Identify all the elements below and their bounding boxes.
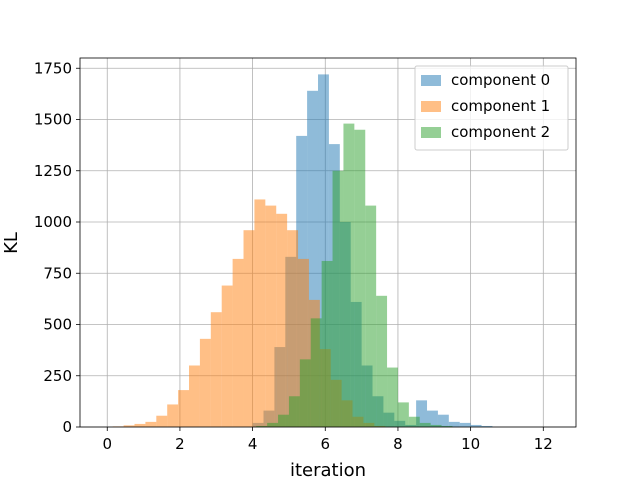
- bar: [232, 258, 244, 427]
- y-tick-label: 1000: [34, 213, 72, 231]
- legend-label: component 2: [451, 123, 550, 141]
- legend-swatch: [421, 127, 441, 138]
- legend-item: component 0: [421, 71, 550, 89]
- y-tick-label: 1250: [34, 162, 72, 180]
- legend: component 0 component 1 component 2: [414, 65, 569, 151]
- bar: [145, 421, 157, 427]
- bar: [416, 400, 428, 427]
- bar: [243, 230, 255, 427]
- bar: [441, 425, 453, 427]
- x-tick-label: 12: [534, 435, 553, 453]
- x-tick-label: 8: [393, 435, 403, 453]
- bar: [481, 425, 493, 427]
- y-tick-label: 0: [62, 418, 72, 436]
- legend-item: component 2: [421, 123, 550, 141]
- bar: [427, 410, 438, 427]
- bar: [307, 90, 319, 428]
- x-tick-label: 6: [321, 435, 331, 453]
- bar: [221, 285, 233, 427]
- histogram-bars: [112, 74, 493, 428]
- bar: [318, 74, 329, 428]
- y-axis-label: KL: [1, 232, 22, 254]
- bar: [430, 424, 442, 427]
- legend-swatch: [421, 75, 441, 86]
- bar: [470, 424, 482, 427]
- bar: [278, 414, 289, 427]
- bar: [156, 415, 168, 427]
- bar: [178, 390, 190, 427]
- bar: [210, 312, 222, 427]
- bar: [397, 402, 409, 427]
- bar: [332, 170, 344, 427]
- legend-label: component 1: [451, 97, 550, 115]
- bar: [321, 260, 333, 427]
- x-axis-ticks: 0 2 4 6 8 10 12: [102, 427, 553, 453]
- bar: [287, 230, 299, 427]
- bar: [256, 425, 268, 427]
- bar: [167, 404, 179, 427]
- bar: [254, 199, 266, 427]
- legend-box: [414, 65, 569, 151]
- bar: [459, 422, 471, 427]
- bar: [299, 359, 311, 427]
- bar: [199, 338, 211, 427]
- series-1-bars: [112, 199, 386, 427]
- x-axis-label: iteration: [290, 460, 366, 480]
- bar: [298, 258, 309, 427]
- x-tick-label: 2: [175, 435, 185, 453]
- x-tick-label: 10: [461, 435, 480, 453]
- y-tick-label: 1750: [34, 59, 72, 77]
- bar: [267, 422, 279, 427]
- bar: [448, 421, 460, 427]
- legend-label: component 0: [451, 71, 550, 89]
- bar: [265, 205, 277, 427]
- bar: [408, 416, 420, 427]
- x-tick-label: 4: [248, 435, 258, 453]
- bar: [437, 414, 449, 427]
- plot-frame: [79, 57, 577, 428]
- bar: [354, 129, 366, 427]
- bar: [276, 213, 288, 427]
- bar: [310, 318, 322, 427]
- y-tick-label: 1500: [34, 111, 72, 129]
- bar: [123, 425, 135, 427]
- bar: [343, 123, 355, 427]
- legend-swatch: [421, 101, 441, 112]
- x-tick-label: 0: [102, 435, 112, 453]
- y-tick-label: 250: [43, 367, 72, 385]
- series-2-bars: [256, 123, 453, 427]
- y-tick-label: 500: [43, 316, 72, 334]
- bar: [189, 365, 200, 427]
- y-tick-label: 750: [43, 264, 72, 282]
- bar: [376, 295, 388, 427]
- bar: [419, 422, 431, 427]
- legend-item: component 1: [421, 97, 550, 115]
- bar: [134, 423, 146, 427]
- bar: [365, 205, 377, 427]
- y-axis-ticks: 0 250 500 750 1000 1250 1500 1750: [34, 59, 80, 436]
- bar: [387, 367, 398, 427]
- bar: [288, 396, 300, 427]
